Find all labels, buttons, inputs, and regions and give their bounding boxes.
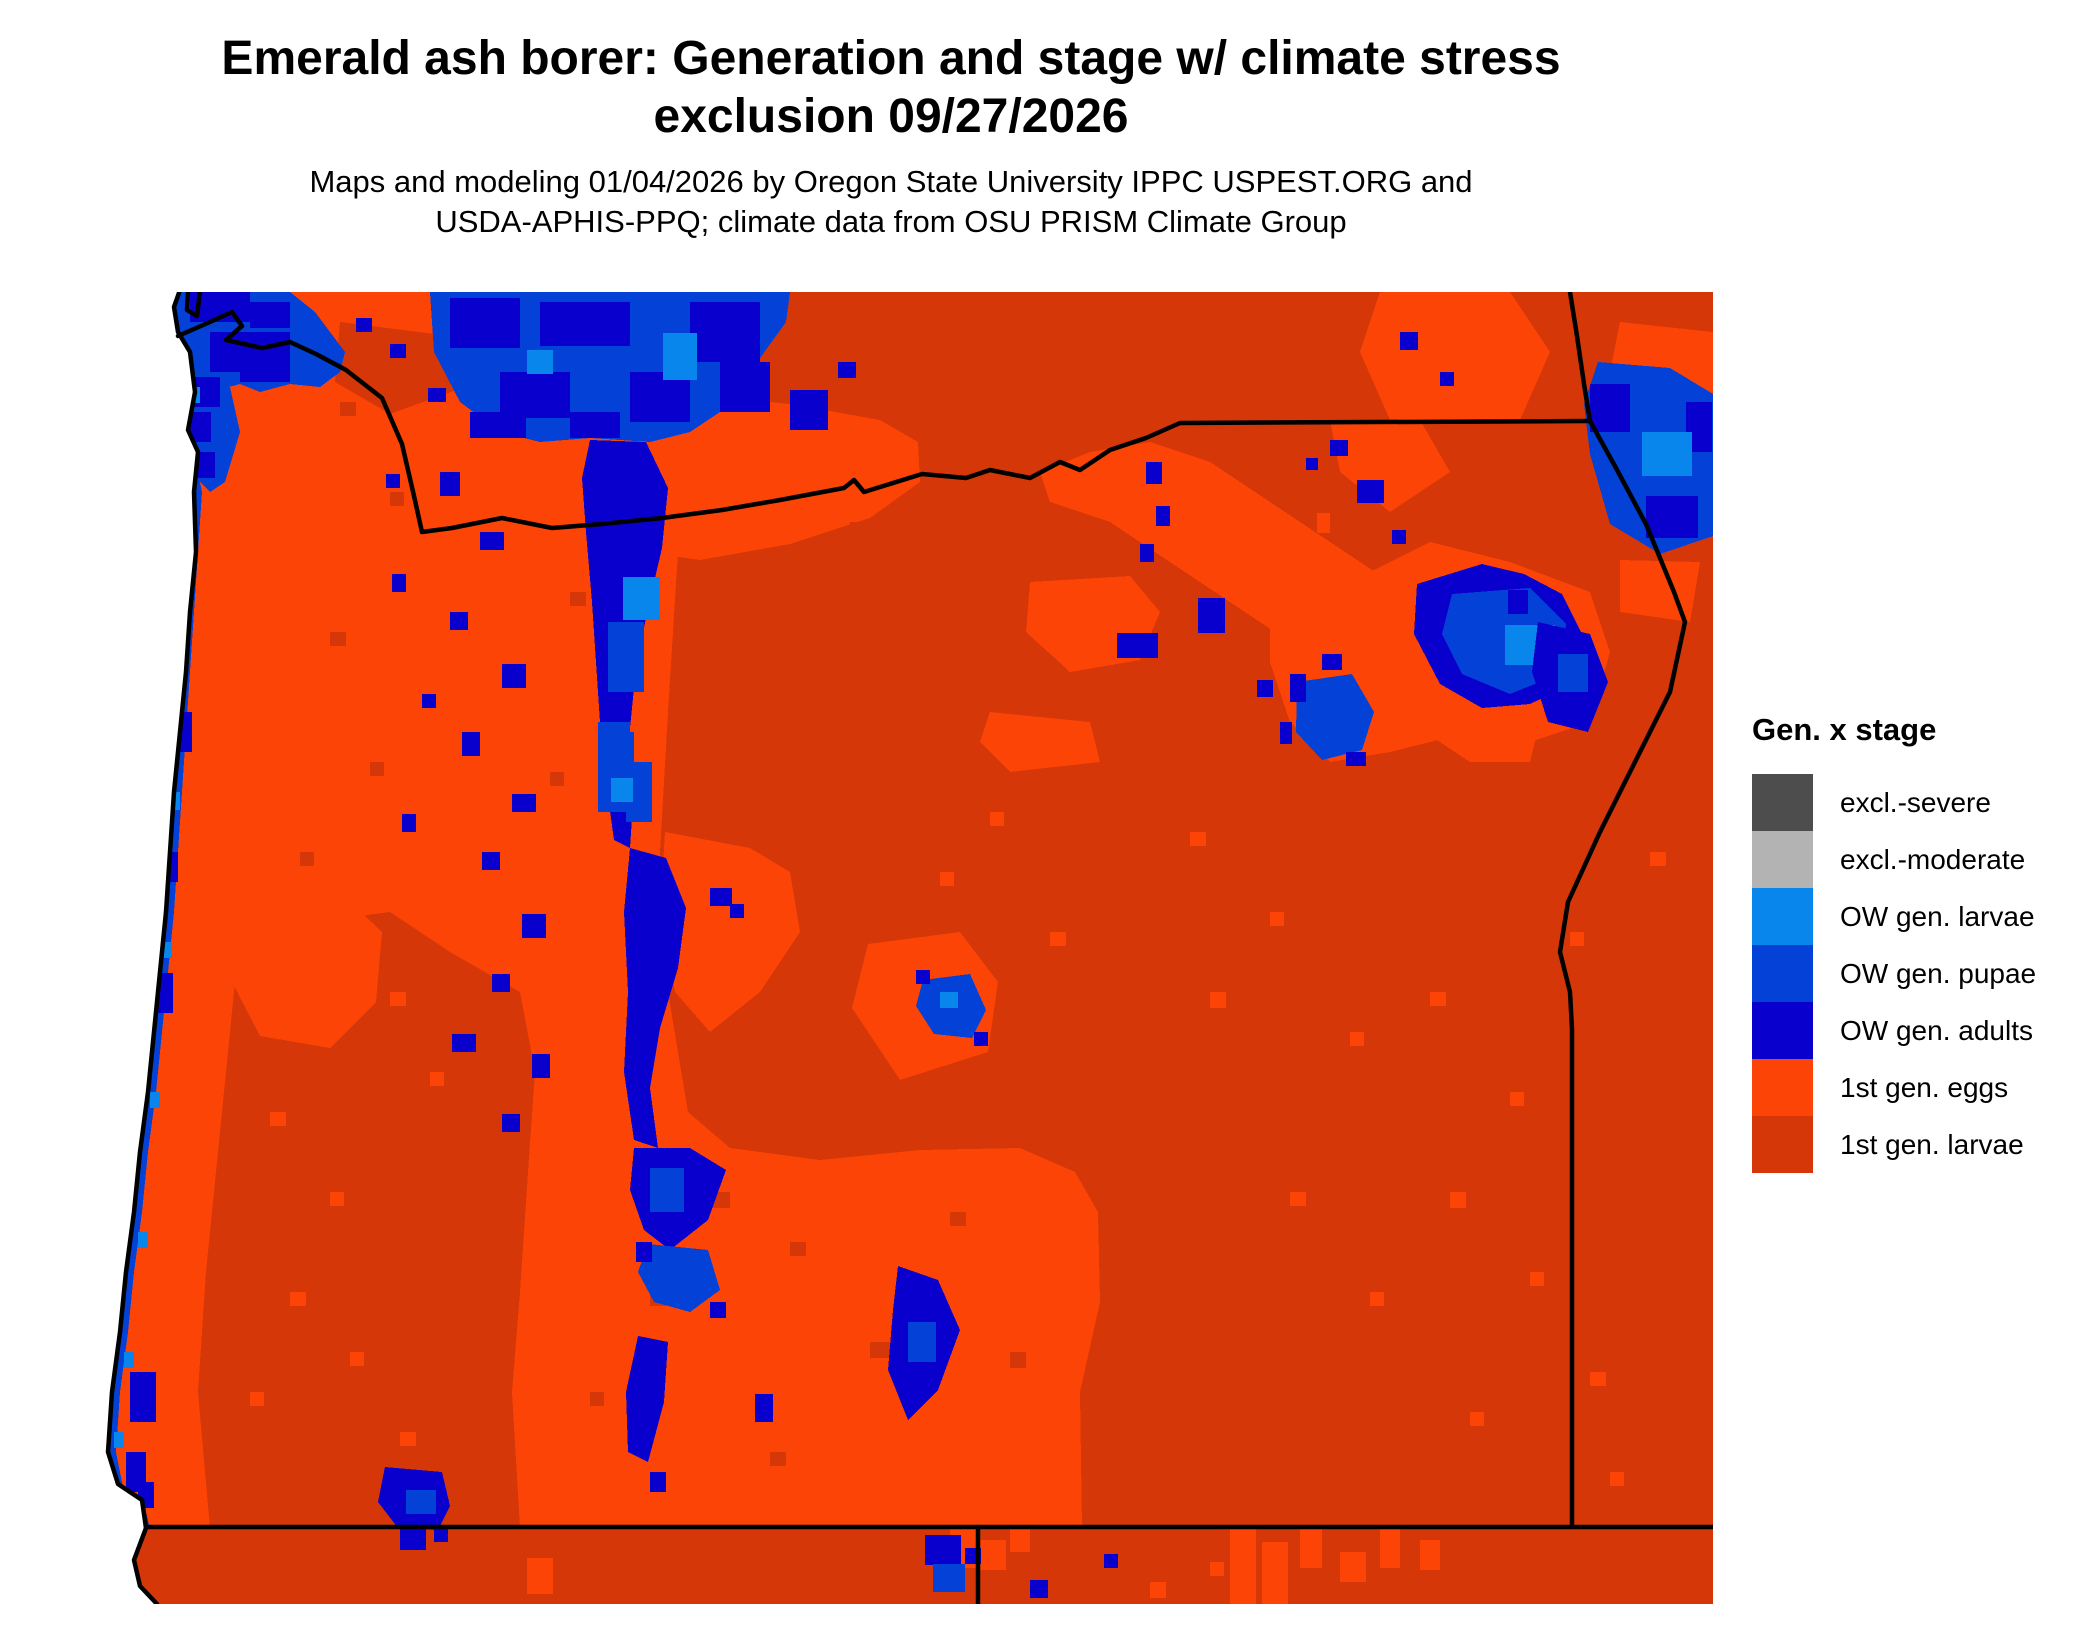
legend-label: 1st gen. larvae [1840, 1128, 2024, 1160]
legend-row: OW gen. larvae [1752, 888, 2100, 945]
legend-row: excl.-severe [1752, 774, 2100, 831]
state-boundaries [105, 292, 1713, 1604]
columbia-river-border [175, 309, 1593, 535]
oregon-raster-map [90, 292, 1713, 1604]
legend-label: excl.-severe [1840, 786, 1991, 818]
legend-label: OW gen. pupae [1840, 957, 2037, 989]
header: Emerald ash borer: Generation and stage … [0, 30, 1782, 242]
legend-title: Gen. x stage [1752, 712, 1937, 747]
legend-label: excl.-moderate [1840, 843, 2026, 875]
legend-color-swatch [1752, 1059, 1813, 1116]
coastline [105, 292, 201, 1604]
legend: Gen. x stage excl.-severe excl.-moderate… [1752, 712, 2100, 1173]
map-canvas [90, 292, 1713, 1604]
snake-river-border [1557, 418, 1688, 1529]
subtitle: Maps and modeling 01/04/2026 by Oregon S… [0, 162, 1782, 242]
legend-label: OW gen. adults [1840, 1014, 2033, 1046]
subtitle-line1: Maps and modeling 01/04/2026 by Oregon S… [309, 164, 1473, 199]
legend-color-swatch [1752, 945, 1813, 1002]
legend-row: 1st gen. larvae [1752, 1116, 2100, 1173]
legend-row: OW gen. adults [1752, 1002, 2100, 1059]
legend-label: 1st gen. eggs [1840, 1071, 2009, 1103]
legend-row: OW gen. pupae [1752, 945, 2100, 1002]
ocean [90, 292, 198, 1604]
page-title-line1: Emerald ash borer: Generation and stage … [221, 32, 1561, 85]
legend-color-swatch [1752, 888, 1813, 945]
page-title-line2: exclusion 09/27/2026 [653, 90, 1129, 143]
legend-color-swatch [1752, 831, 1813, 888]
legend-color-swatch [1752, 1116, 1813, 1173]
wa-id-border [1567, 292, 1593, 424]
subtitle-line2: USDA-APHIS-PPQ; climate data from OSU PR… [435, 204, 1347, 239]
legend-color-swatch [1752, 774, 1813, 831]
legend-items: excl.-severe excl.-moderate OW gen. larv… [1752, 774, 2100, 1173]
legend-row: excl.-moderate [1752, 831, 2100, 888]
estuary-inlet [184, 292, 203, 319]
legend-label: OW gen. larvae [1840, 900, 2035, 932]
raster-speckles [250, 352, 1666, 1598]
legend-color-swatch [1752, 1002, 1813, 1059]
legend-row: 1st gen. eggs [1752, 1059, 2100, 1116]
